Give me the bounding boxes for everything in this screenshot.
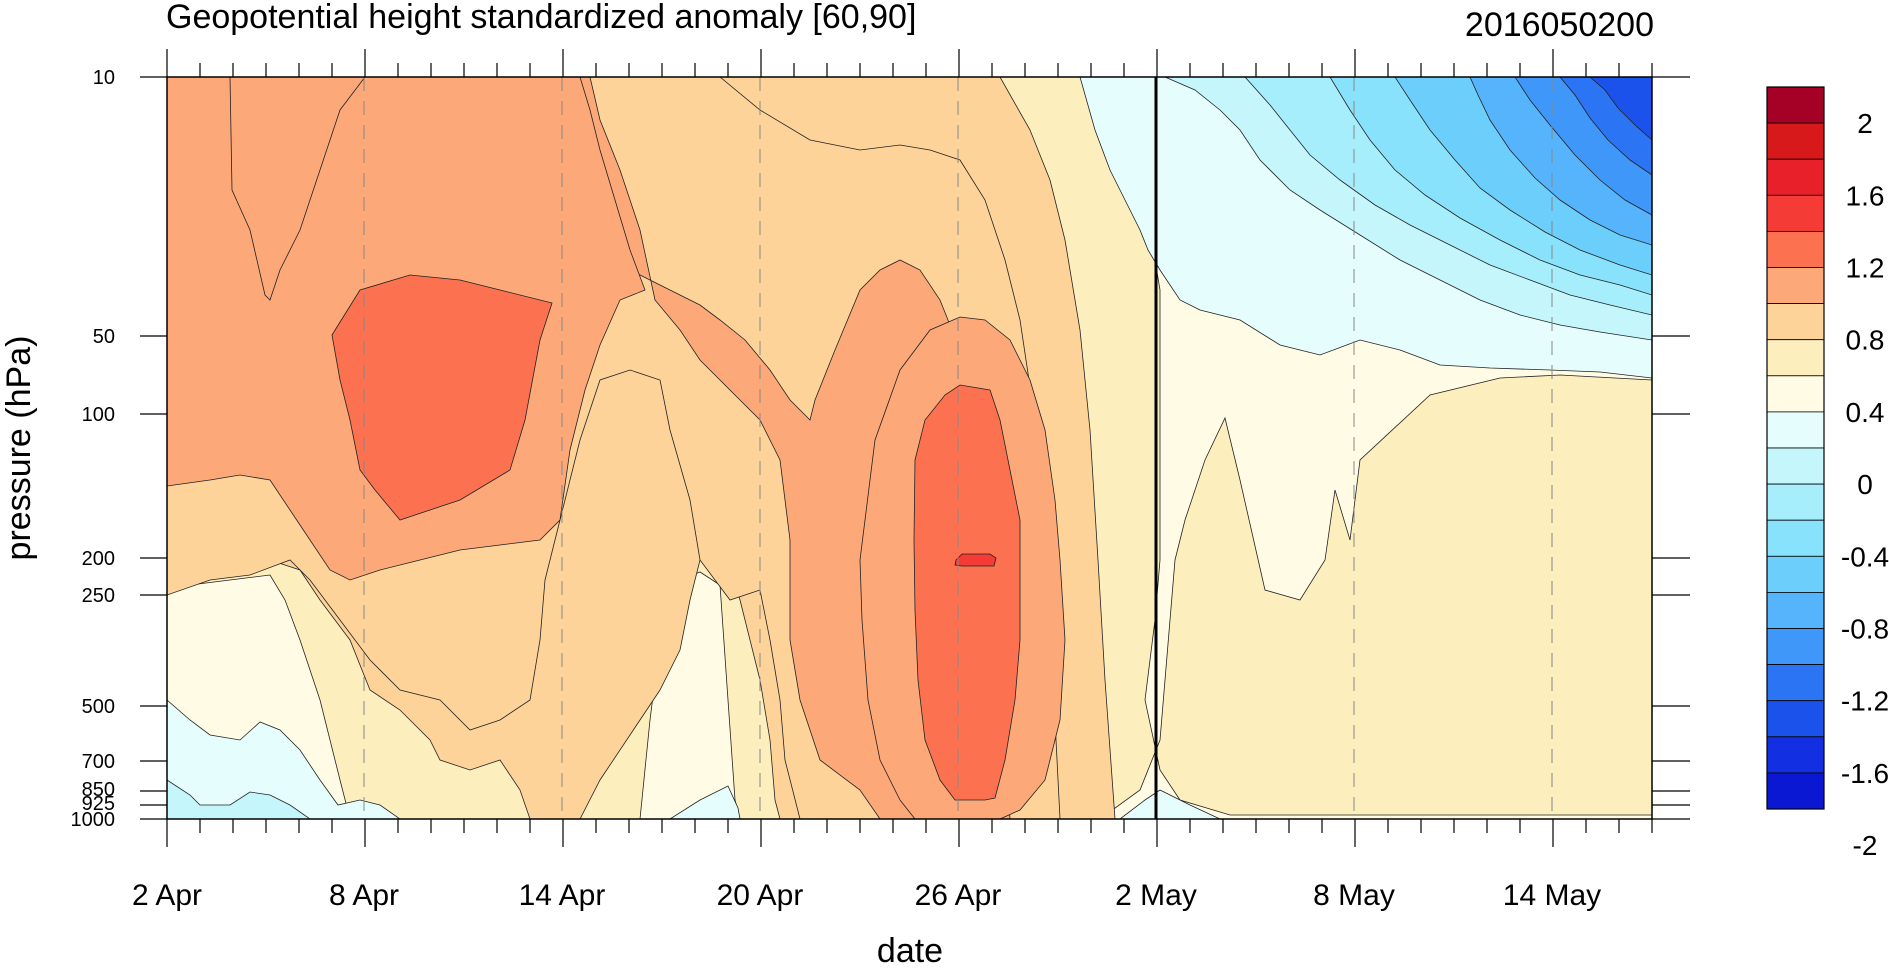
colorbar-swatch [1766, 230, 1825, 268]
colorbar-swatch [1766, 339, 1825, 377]
colorbar-label: 0.8 [1846, 325, 1885, 356]
contour-1.4 [954, 553, 997, 567]
colorbar-swatch [1766, 411, 1825, 449]
x-ticks [166, 49, 1653, 847]
colorbar-swatch [1766, 303, 1825, 341]
x-tick-label: 2 May [1115, 879, 1197, 912]
y-tick-label: 250 [82, 585, 115, 607]
x-axis-label: date [877, 932, 943, 969]
contour-neg-left [167, 699, 401, 819]
colorbar-swatch [1766, 519, 1825, 557]
x-tick-label: 20 Apr [717, 879, 804, 912]
colorbar-swatch [1766, 772, 1825, 810]
colorbar-swatch [1766, 592, 1825, 629]
colorbar-label: 2 [1857, 108, 1873, 139]
y-tick-label: 850 [82, 779, 115, 801]
y-tick-label: 50 [93, 326, 115, 348]
colorbar-swatch [1766, 86, 1825, 124]
colorbar-swatch [1766, 158, 1825, 196]
colorbar [1766, 86, 1825, 810]
contour-neg-small-1 [669, 785, 741, 819]
colorbar-swatch [1766, 122, 1825, 160]
contour-neg-small-2 [1119, 789, 1221, 819]
colorbar-swatch [1766, 736, 1825, 774]
x-tick-label: 26 Apr [915, 879, 1002, 912]
y-ticks [140, 76, 1690, 820]
y-tick-label: 10 [93, 67, 115, 89]
colorbar-swatch [1766, 447, 1825, 485]
colorbar-swatch [1766, 375, 1825, 413]
y-tick-label: 500 [82, 696, 115, 718]
x-gridlines [363, 77, 1553, 819]
colorbar-label: 1.6 [1846, 180, 1885, 211]
x-tick-label: 14 May [1503, 879, 1601, 912]
colorbar-frame [1766, 86, 1825, 810]
y-tick-label: 925 [82, 793, 115, 815]
colorbar-label: 0.4 [1846, 397, 1885, 428]
x-tick-label: 8 Apr [329, 879, 399, 912]
colorbar-swatch [1766, 555, 1825, 593]
colorbar-label: -0.8 [1841, 614, 1889, 645]
y-tick-label: 100 [82, 404, 115, 426]
colorbar-label: -1.2 [1841, 686, 1889, 717]
x-tick-labels: 2 Apr 8 Apr 14 Apr 20 Apr 26 Apr 2 May 8… [132, 879, 1601, 912]
colorbar-swatch [1766, 267, 1825, 304]
colorbar-labels: 2 1.6 1.2 0.8 0.4 0 -0.4 -0.8 -1.2 -1.6 -2 [1841, 108, 1889, 861]
contour-1.2-b [913, 384, 1021, 801]
y-axis-label: pressure (hPa) [0, 336, 38, 561]
colorbar-swatch [1766, 194, 1825, 232]
plot-area [140, 49, 1690, 847]
y-tick-label: 1000 [71, 809, 116, 831]
contour-neg-1.6 [1589, 77, 1652, 141]
chart-datestamp: 2016050200 [1465, 6, 1654, 44]
plot-frame [166, 76, 1653, 820]
colorbar-label: -0.4 [1841, 541, 1889, 572]
chart-title: Geopotential height standardized anomaly… [166, 0, 916, 36]
x-tick-label: 2 Apr [132, 879, 202, 912]
colorbar-swatch [1766, 700, 1825, 738]
colorbar-swatch [1766, 628, 1825, 665]
x-tick-label: 14 Apr [519, 879, 606, 912]
contour-neg-left-2 [167, 779, 311, 819]
y-tick-label: 700 [82, 751, 115, 773]
contour-1.2-a [331, 274, 553, 521]
colorbar-swatch [1766, 664, 1825, 702]
x-tick-label: 8 May [1313, 879, 1395, 912]
colorbar-label: 0 [1857, 469, 1873, 500]
colorbar-label: 1.2 [1846, 253, 1885, 284]
y-tick-labels: 10 50 100 200 250 500 700 850 925 1000 [71, 67, 116, 831]
colorbar-label: -1.6 [1841, 758, 1889, 789]
colorbar-swatch [1766, 483, 1825, 521]
colorbar-label: -2 [1853, 830, 1878, 861]
y-tick-label: 200 [82, 548, 115, 570]
